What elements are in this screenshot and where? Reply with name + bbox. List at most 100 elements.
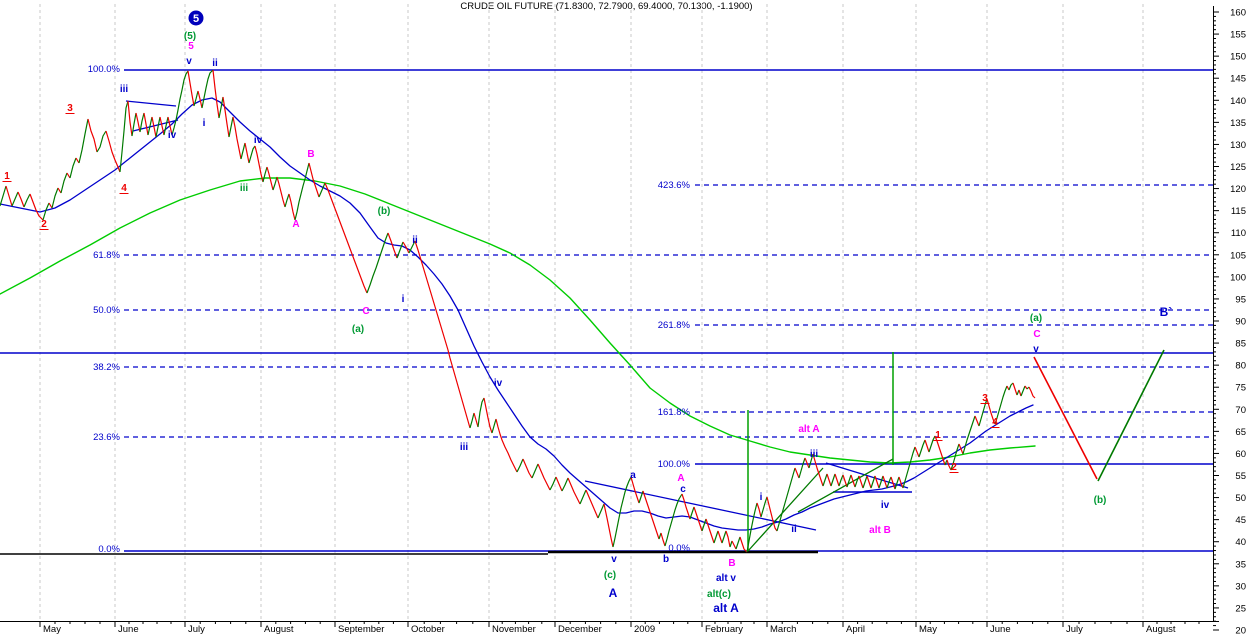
price-line-segment <box>918 439 926 458</box>
price-axis-label: 40 <box>1235 537 1246 548</box>
fib-label-retracement: 23.6% <box>93 432 120 443</box>
price-line-segment <box>794 467 800 479</box>
price-line-segment <box>958 443 964 455</box>
price-line-segment <box>11 191 19 207</box>
fib-label-extension: 423.6% <box>658 180 691 191</box>
wave-label: a <box>630 470 636 481</box>
price-line-segment <box>882 475 888 489</box>
moving-average-fast <box>0 97 1034 531</box>
price-line-segment <box>567 477 581 505</box>
wave-label: (c) <box>604 570 616 581</box>
price-line-segment <box>69 157 77 179</box>
price-line-segment <box>51 187 59 209</box>
projection-up-b <box>1097 349 1165 482</box>
price-line-segment <box>874 475 880 489</box>
wave-label: 1 <box>935 430 941 441</box>
price-axis-label: 135 <box>1230 118 1246 129</box>
wave-label: A <box>292 219 299 230</box>
price-line-segment <box>1018 389 1022 397</box>
price-line-segment <box>135 112 141 133</box>
wave-label: (a) <box>352 324 364 335</box>
time-axis-label: December <box>558 624 602 635</box>
wave-label: 2 <box>951 462 957 473</box>
time-axis-label: February <box>705 624 743 635</box>
wave-label: iii <box>120 84 129 95</box>
time-axis-label: August <box>1146 624 1176 635</box>
price-line-segment <box>276 176 286 208</box>
wave-label: 1 <box>4 171 10 182</box>
fib-label-extension: 161.8% <box>658 407 691 418</box>
price-line-segment <box>244 142 250 164</box>
time-axis-label: March <box>770 624 796 635</box>
price-line-segment <box>495 418 518 473</box>
price-line-segment <box>531 463 539 479</box>
fib-label-retracement: 0.0% <box>98 544 120 555</box>
price-axis-label: 65 <box>1235 427 1246 438</box>
wave-label: v <box>186 56 192 67</box>
price-line-segment <box>201 69 214 109</box>
time-axis-label: June <box>118 624 139 635</box>
price-line-segment <box>414 240 471 429</box>
price-line-segment <box>105 130 121 173</box>
price-axis-label: 95 <box>1235 294 1246 305</box>
price-line-segment <box>163 116 169 136</box>
time-axis-label: August <box>264 624 294 635</box>
wave-label: 4 <box>121 183 127 194</box>
fib-label-extension: 261.8% <box>658 320 691 331</box>
wave-label: 5 <box>188 41 194 52</box>
trendline-uptrend-steep <box>747 467 824 552</box>
price-line-segment <box>804 457 810 469</box>
price-line-segment <box>603 503 614 548</box>
price-line-segment <box>396 241 404 259</box>
price-line-segment <box>0 185 7 207</box>
circled-wave-5 <box>188 10 204 26</box>
price-axis-label: 120 <box>1230 184 1246 195</box>
wave-label: iv <box>168 130 177 141</box>
wave-label: i <box>203 118 206 129</box>
price-line-segment <box>151 116 157 138</box>
wave-label: B` <box>1160 305 1173 319</box>
wave-label: 2 <box>41 219 47 230</box>
wave-label: (b) <box>1094 495 1107 506</box>
price-line-segment <box>886 476 892 489</box>
price-axis-label: 45 <box>1235 515 1246 526</box>
price-line-segment <box>862 475 868 489</box>
price-line-segment <box>664 493 683 547</box>
price-line-segment <box>858 475 864 489</box>
price-axis-label: 80 <box>1235 361 1246 372</box>
price-line-segment <box>854 475 860 488</box>
price-axis-label: 35 <box>1235 559 1246 570</box>
time-axis-label: 2009 <box>634 624 655 635</box>
price-line-segment <box>878 475 884 489</box>
price-line-segment <box>87 118 98 153</box>
wave-label: ii <box>412 235 418 246</box>
wave-label: i <box>760 492 763 503</box>
price-line-segment <box>1008 382 1014 391</box>
price-line-segment <box>974 415 980 427</box>
price-line-segment <box>469 412 475 429</box>
time-axis-label: May <box>43 624 61 635</box>
price-line-segment <box>946 459 952 471</box>
wave-label: B <box>307 149 314 160</box>
price-line-segment <box>29 193 44 221</box>
time-axis-label: November <box>492 624 536 635</box>
wave-label: iii <box>810 449 819 460</box>
price-line-segment <box>729 540 733 548</box>
price-line-segment <box>579 489 587 505</box>
time-axis-label: July <box>188 624 205 635</box>
price-line-segment <box>561 477 569 492</box>
price-line-segment <box>483 397 493 434</box>
price-line-segment <box>366 232 389 294</box>
fib-label-retracement: 50.0% <box>93 305 120 316</box>
wave-label: ii <box>212 58 218 69</box>
price-line-segment <box>324 182 368 294</box>
trendline-downtrend-long <box>584 480 817 531</box>
price-line-segment <box>262 166 268 183</box>
price-line-segment <box>254 145 264 183</box>
wave-label: 3 <box>982 393 988 404</box>
price-line-segment <box>834 473 840 487</box>
price-line-segment <box>1012 382 1018 396</box>
wave-label: C <box>362 306 369 317</box>
trendline-uptrend-moderate <box>797 458 894 513</box>
